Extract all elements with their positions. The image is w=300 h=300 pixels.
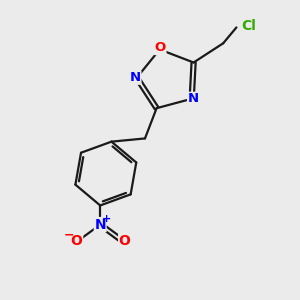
Text: O: O xyxy=(71,234,82,248)
Text: Cl: Cl xyxy=(242,19,256,33)
Text: −: − xyxy=(64,229,74,242)
Text: O: O xyxy=(119,234,130,248)
Text: N: N xyxy=(130,71,141,84)
Text: N: N xyxy=(188,92,199,105)
Text: N: N xyxy=(94,218,106,232)
Text: O: O xyxy=(154,41,166,55)
Text: +: + xyxy=(102,214,111,224)
